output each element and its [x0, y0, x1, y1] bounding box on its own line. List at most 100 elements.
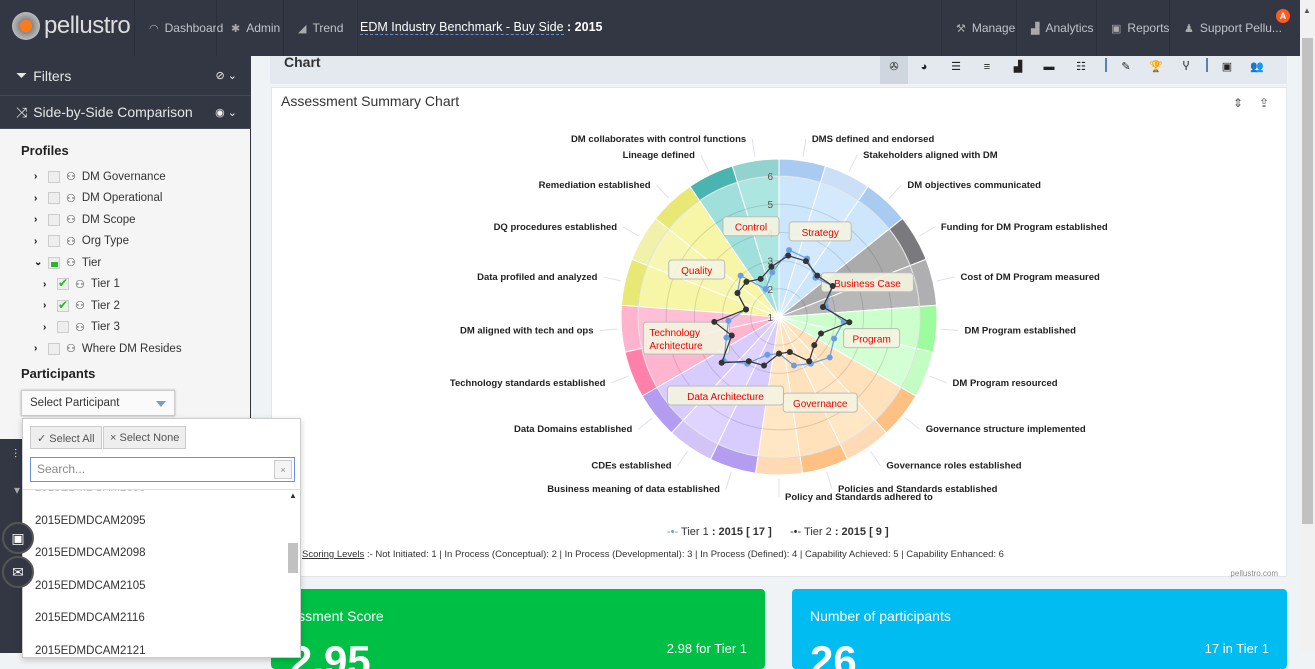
- legend-item-tier1[interactable]: -•- Tier 1 : 2015 [ 17 ]: [667, 526, 772, 538]
- nav-reports[interactable]: ▣ Reports: [1096, 0, 1183, 56]
- profile-checkbox[interactable]: [48, 192, 60, 204]
- participant-option[interactable]: 2015EDMDCAM2090: [35, 490, 146, 494]
- profile-checkbox[interactable]: [48, 342, 60, 355]
- nav-dashboard[interactable]: ◠ Dashboard: [134, 0, 237, 56]
- profile-node[interactable]: › ⚇ DM Scope: [34, 213, 136, 226]
- chevron-right-icon[interactable]: ›: [34, 235, 38, 247]
- r-tick-label: 1: [767, 313, 773, 324]
- sliders-icon[interactable]: ☰: [951, 61, 961, 73]
- archive-icon[interactable]: ▬: [1043, 61, 1055, 73]
- label-connector: [940, 328, 959, 331]
- participant-option[interactable]: 2015EDMDCAM2116: [35, 612, 145, 624]
- chevron-down-icon[interactable]: ⌄: [34, 257, 43, 268]
- chevron-right-icon[interactable]: ›: [34, 192, 38, 204]
- data-point: [723, 334, 730, 341]
- chevron-right-icon[interactable]: ›: [34, 214, 38, 225]
- profile-node[interactable]: › ⚇ Where DM Resides: [34, 342, 182, 355]
- profile-node[interactable]: › ⚇ Tier 2: [43, 298, 120, 313]
- pie-chart-icon[interactable]: ◕: [920, 61, 928, 73]
- profile-checkbox[interactable]: [48, 256, 60, 269]
- share-icon[interactable]: ⇪: [1259, 96, 1270, 110]
- chevron-right-icon[interactable]: ›: [43, 321, 47, 333]
- chevron-right-icon[interactable]: ›: [34, 343, 38, 354]
- trophy-icon[interactable]: 🏆: [1149, 61, 1163, 73]
- basket-icon[interactable]: ▾: [14, 483, 21, 497]
- label-connector: [622, 226, 639, 237]
- participant-option[interactable]: 2015EDMDCAM2098: [35, 547, 146, 559]
- category-label: Policy and Standards adhered to: [785, 492, 933, 503]
- list-scroll-thumb[interactable]: [288, 543, 298, 573]
- award-icon[interactable]: Ⴤ: [1182, 61, 1190, 73]
- chart-section-title: Chart: [284, 54, 321, 70]
- list-scrollbar[interactable]: ▲: [286, 489, 300, 659]
- chevron-right-icon[interactable]: ›: [43, 278, 47, 290]
- sort-icon[interactable]: ⇕: [1233, 96, 1244, 110]
- tier2-marker-icon: -•-: [790, 526, 802, 538]
- participant-select[interactable]: Select Participant: [21, 390, 175, 416]
- profile-checkbox[interactable]: [57, 298, 69, 312]
- hierarchy-icon: ⚇: [66, 192, 76, 205]
- nav-trend[interactable]: ◢ Trend: [283, 0, 359, 56]
- legend-item-tier2[interactable]: -•- Tier 2 : 2015 [ 9 ]: [790, 526, 889, 538]
- profile-node[interactable]: › ⚇ DM Governance: [34, 170, 166, 183]
- bars-icon[interactable]: ≡: [983, 61, 991, 73]
- participant-search[interactable]: Search... ×: [30, 457, 295, 482]
- eye-slash-chevron-icon[interactable]: ⊘ ⌄: [215, 70, 238, 82]
- profile-checkbox[interactable]: [48, 213, 60, 226]
- nav-admin[interactable]: ✱ Admin: [216, 0, 294, 56]
- label-connector: [905, 417, 921, 430]
- profile-checkbox[interactable]: [57, 276, 69, 290]
- profile-node[interactable]: › ⚇ Org Type: [34, 235, 129, 248]
- logo[interactable]: pellustro: [12, 12, 131, 40]
- select-all-button[interactable]: ✓ Select All: [30, 426, 102, 449]
- camera-button[interactable]: ▣: [2, 522, 34, 554]
- chevron-right-icon[interactable]: ›: [34, 171, 38, 182]
- profile-node[interactable]: ⌄ ⚇ Tier: [34, 256, 101, 269]
- eye-chevron-icon[interactable]: ◉ ⌄: [215, 106, 237, 119]
- scoring-label[interactable]: Scoring Levels: [302, 549, 365, 560]
- filters-toggle[interactable]: ⏷ Filters ⊘ ⌄: [0, 56, 251, 96]
- group-label: Business Case: [834, 279, 901, 290]
- polar-chart-icon[interactable]: ✇: [880, 56, 908, 84]
- scroll-up-icon[interactable]: ▲: [289, 491, 297, 500]
- benchmark-selector[interactable]: EDM Industry Benchmark - Buy Side : 2015: [360, 20, 602, 35]
- benchmark-title[interactable]: EDM Industry Benchmark - Buy Side: [360, 20, 564, 35]
- clear-search-icon[interactable]: ×: [274, 460, 292, 479]
- data-point: [769, 269, 776, 276]
- chevron-right-icon[interactable]: ›: [43, 300, 47, 311]
- profile-checkbox[interactable]: [57, 321, 69, 333]
- notification-badge[interactable]: A: [1276, 9, 1290, 23]
- profile-node[interactable]: › ⚇ DM Operational: [34, 192, 162, 205]
- page-scrollbar[interactable]: ▲: [1300, 0, 1315, 653]
- profile-node[interactable]: › ⚇ Tier 1: [43, 276, 120, 291]
- profile-node[interactable]: › ⚇ Tier 3: [43, 321, 120, 334]
- category-label: DMS defined and endorsed: [812, 134, 935, 145]
- nav-analytics[interactable]: ▟ Analytics: [1016, 0, 1108, 56]
- nav-label: Trend: [312, 21, 344, 35]
- nav-user[interactable]: ♟ Support Pellu...: [1169, 0, 1296, 56]
- list-icon[interactable]: ☷: [1076, 61, 1086, 73]
- nav-manage[interactable]: ⚒ Manage: [941, 0, 1029, 56]
- participant-option[interactable]: 2015EDMDCAM2095: [35, 514, 146, 527]
- column-chart-icon[interactable]: ▟: [1013, 61, 1023, 73]
- scroll-thumb[interactable]: [1302, 38, 1313, 524]
- users-icon[interactable]: 👥: [1250, 61, 1264, 73]
- category-label: DM collaborates with control functions: [571, 134, 746, 145]
- email-button[interactable]: ✉: [2, 556, 34, 588]
- edit-icon[interactable]: ✎: [1121, 61, 1131, 73]
- profile-checkbox[interactable]: [48, 170, 60, 183]
- report-icon[interactable]: ▣: [1221, 61, 1233, 73]
- category-label: Governance roles established: [886, 461, 1021, 472]
- participant-option[interactable]: 2015EDMDCAM2105: [35, 579, 146, 592]
- data-point: [743, 278, 750, 285]
- legend-label: Tier 2: [804, 526, 832, 538]
- comparison-toggle[interactable]: ⤨ Side-by-Side Comparison ◉ ⌄: [0, 96, 251, 129]
- sliders-icon[interactable]: ⫶: [14, 447, 18, 461]
- select-none-button[interactable]: × Select None: [103, 426, 187, 449]
- category-label: Funding for DM Program established: [941, 222, 1108, 233]
- category-label: CDEs established: [591, 461, 671, 472]
- scroll-up-icon[interactable]: ▲: [1303, 6, 1311, 15]
- data-point: [776, 350, 782, 357]
- profile-checkbox[interactable]: [48, 235, 60, 247]
- participant-option[interactable]: 2015EDMDCAM2121: [35, 644, 146, 657]
